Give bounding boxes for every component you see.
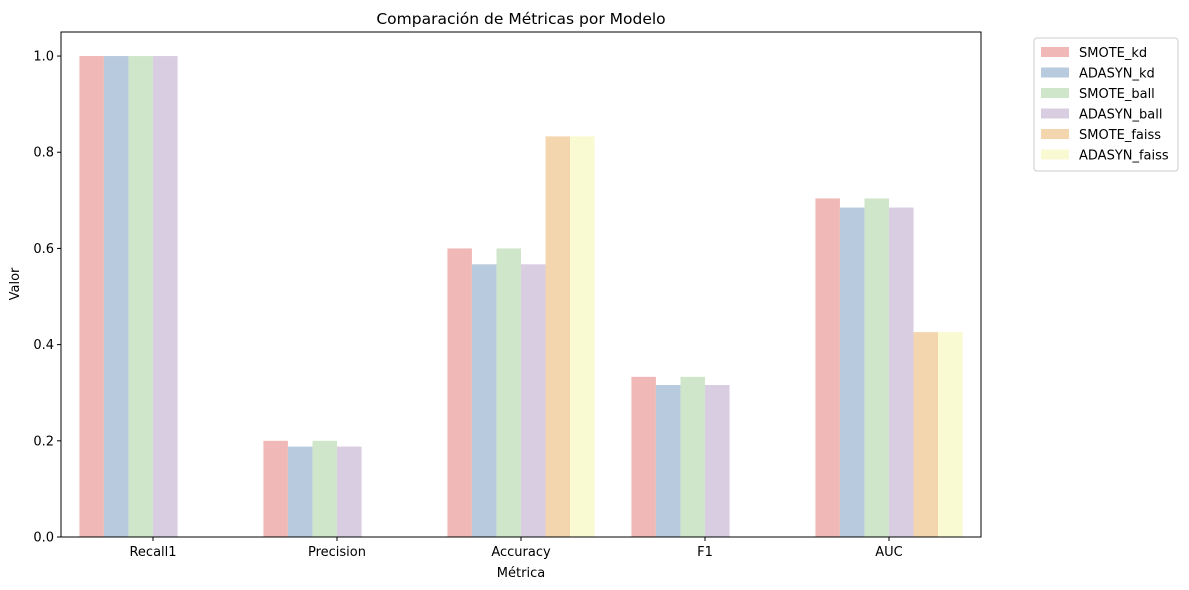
bar-SMOTE_ball-F1: [680, 376, 705, 537]
y-tick-label: 0.4: [33, 338, 54, 353]
y-tick-label: 0.2: [33, 434, 54, 449]
bars-group: [79, 56, 963, 538]
legend-swatch-ADASYN_ball: [1041, 108, 1069, 119]
bar-SMOTE_kd-Accuracy: [447, 248, 472, 537]
legend-box: [1033, 37, 1179, 172]
bar-SMOTE_kd-F1: [631, 376, 656, 537]
legend-swatch-SMOTE_ball: [1041, 88, 1069, 98]
legend-swatch-ADASYN_kd: [1041, 67, 1069, 78]
x-tick-label: Accuracy: [491, 545, 551, 560]
bar-SMOTE_faiss-AUC: [913, 332, 939, 537]
legend-swatch-ADASYN_faiss: [1041, 149, 1069, 160]
y-tick-label: 1.0: [33, 50, 54, 65]
bar-ADASYN_ball-Recall1: [153, 56, 178, 538]
x-tick-label: AUC: [875, 545, 903, 560]
bar-ADASYN_ball-F1: [705, 385, 730, 537]
bar-ADASYN_ball-Accuracy: [521, 264, 546, 537]
y-axis-label: Valor: [8, 267, 23, 300]
legend-label-ADASYN_kd: ADASYN_kd: [1079, 67, 1155, 82]
bar-ADASYN_ball-Precision: [337, 446, 362, 537]
bar-ADASYN_ball-AUC: [889, 207, 914, 538]
x-axis-label: Métrica: [497, 566, 545, 581]
x-tick-label: F1: [697, 545, 713, 560]
bar-ADASYN_faiss-AUC: [938, 332, 963, 537]
bar-SMOTE_ball-Accuracy: [496, 248, 521, 537]
bar-SMOTE_kd-Recall1: [79, 56, 104, 538]
bar-ADASYN_kd-F1: [655, 385, 681, 537]
bar-SMOTE_kd-Precision: [263, 440, 288, 537]
legend-swatch-SMOTE_kd: [1041, 47, 1069, 57]
y-tick-label: 0.6: [33, 242, 54, 257]
bar-ADASYN_kd-AUC: [839, 207, 865, 538]
y-tick-label: 0.0: [33, 531, 54, 546]
legend-label-ADASYN_ball: ADASYN_ball: [1079, 108, 1162, 123]
bar-SMOTE_ball-Recall1: [128, 56, 153, 538]
bar-ADASYN_kd-Precision: [287, 446, 313, 537]
y-tick-label: 0.8: [33, 146, 54, 161]
chart-title: Comparación de Métricas por Modelo: [376, 10, 665, 28]
x-axis: Recall1 Precision Accuracy F1 AUC: [129, 537, 903, 560]
bar-ADASYN_kd-Recall1: [103, 56, 129, 538]
y-axis: 0.0 0.2 0.4 0.6 0.8 1.0: [33, 50, 61, 546]
x-tick-label: Precision: [308, 545, 366, 560]
legend-swatch-SMOTE_faiss: [1041, 129, 1069, 139]
bar-SMOTE_kd-AUC: [815, 198, 840, 537]
legend-label-SMOTE_kd: SMOTE_kd: [1079, 46, 1147, 61]
bar-SMOTE_faiss-Accuracy: [545, 136, 571, 537]
bar-ADASYN_kd-Accuracy: [471, 264, 497, 537]
legend-label-SMOTE_ball: SMOTE_ball: [1079, 87, 1155, 102]
bar-SMOTE_ball-Precision: [312, 440, 337, 537]
legend-label-ADASYN_faiss: ADASYN_faiss: [1079, 149, 1169, 164]
bar-ADASYN_faiss-Accuracy: [570, 136, 595, 537]
x-tick-label: Recall1: [129, 545, 176, 560]
bar-SMOTE_ball-AUC: [864, 198, 889, 537]
legend-label-SMOTE_faiss: SMOTE_faiss: [1079, 128, 1161, 143]
legend: SMOTE_kd ADASYN_kd SMOTE_ball ADASYN_ball SM…: [1033, 37, 1179, 172]
